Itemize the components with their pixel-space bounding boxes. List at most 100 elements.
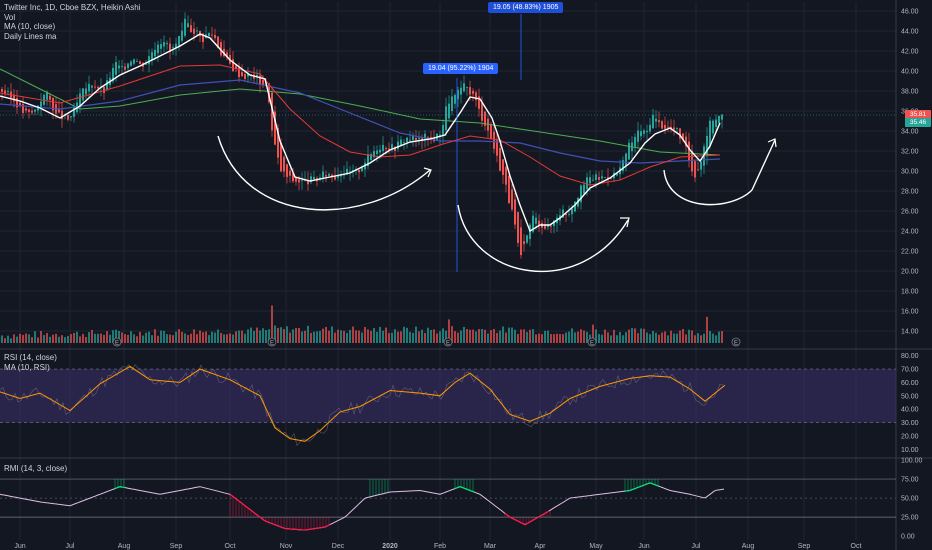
volume-bar — [325, 326, 327, 343]
candle — [412, 136, 414, 140]
volume-bar — [712, 333, 714, 343]
candle — [325, 175, 327, 177]
volume-bar — [562, 334, 564, 343]
volume-bar — [457, 332, 459, 343]
volume-bar — [52, 334, 54, 343]
volume-bar — [673, 333, 675, 343]
volume-bar — [343, 330, 345, 343]
candle — [472, 90, 474, 94]
candle — [589, 177, 591, 184]
time-axis-label: Jun — [638, 543, 649, 550]
volume-bar — [34, 331, 36, 343]
rmi-zone-bar — [289, 517, 291, 529]
price-axis-label: 34.00 — [901, 129, 919, 136]
rmi-zone-bar — [504, 513, 506, 518]
volume-bar — [685, 334, 687, 343]
candle — [202, 33, 204, 43]
candle — [301, 180, 303, 182]
rmi-zone-bar — [244, 505, 246, 518]
volume-bar — [349, 329, 351, 343]
candle — [700, 161, 702, 170]
volume-bar — [352, 326, 354, 343]
measure-callout-2[interactable]: 19.05 (48.83%) 1905 — [488, 2, 564, 13]
volume-bar — [646, 332, 648, 343]
rmi-axis-label: 100.00 — [901, 458, 923, 465]
price-axis-label: 32.00 — [901, 149, 919, 156]
candle — [19, 102, 21, 106]
volume-bar — [406, 327, 408, 343]
rmi-zone-bar — [519, 517, 521, 523]
candle — [40, 101, 42, 109]
volume-bar — [109, 334, 111, 343]
rmi-zone-bar — [123, 479, 125, 488]
volume-bar — [163, 330, 165, 343]
rmi-zone-bar — [630, 479, 632, 491]
rmi-zone-bar — [381, 479, 383, 494]
rmi-zone-bar — [250, 510, 252, 518]
candle — [454, 94, 456, 104]
volume-bar — [475, 331, 477, 343]
rmi-zone-bar — [310, 517, 312, 530]
time-axis-label: Nov — [280, 543, 293, 550]
candle — [667, 126, 669, 128]
candle — [298, 179, 300, 183]
volume-bar — [541, 334, 543, 343]
candle — [523, 241, 525, 245]
volume-bar — [379, 326, 381, 343]
candle — [154, 49, 156, 57]
price-tag-ma: 35.46 — [905, 118, 931, 127]
volume-bar — [46, 333, 48, 343]
rmi-zone-bar — [525, 517, 527, 525]
candle — [238, 67, 240, 78]
ma100-line — [0, 79, 721, 164]
rmi-zone-bar — [648, 479, 650, 484]
volume-bar — [25, 333, 27, 343]
volume-bar — [622, 335, 624, 343]
candle — [121, 66, 123, 67]
candle — [214, 34, 216, 39]
rmi-highlight-line — [504, 510, 550, 526]
candle — [94, 86, 96, 88]
candle — [181, 30, 183, 41]
volume-bar — [346, 332, 348, 343]
time-axis-label: Apr — [535, 543, 547, 550]
volume-bar — [568, 331, 570, 343]
candle — [679, 128, 681, 139]
rmi-line — [0, 482, 725, 531]
volume-bar — [358, 330, 360, 343]
measure-callout-1[interactable]: 19.04 (95.22%) 1904 — [423, 63, 499, 74]
rmi-zone-bar — [114, 479, 116, 489]
candle — [79, 93, 81, 108]
candle — [136, 61, 138, 62]
candle — [346, 168, 348, 175]
candle — [22, 103, 24, 113]
legend-vol: Vol — [4, 12, 16, 22]
volume-bar — [193, 329, 195, 343]
candle — [508, 175, 510, 203]
rmi-zone-bar — [256, 514, 258, 518]
candle — [649, 124, 651, 132]
candle — [457, 89, 459, 100]
volume-bar — [514, 329, 516, 343]
volume-bar — [634, 328, 636, 343]
volume-bar — [370, 330, 372, 343]
volume-bar — [688, 329, 690, 343]
price-axis-label: 44.00 — [901, 29, 919, 36]
cup-arc-drawing — [663, 169, 753, 206]
volume-bar — [274, 325, 276, 343]
rmi-zone-bar — [292, 517, 294, 530]
volume-bar — [424, 333, 426, 343]
candle — [379, 149, 381, 153]
rmi-zone-bar — [387, 479, 389, 493]
volume-bar — [4, 338, 6, 343]
rmi-zone-bar — [531, 517, 533, 521]
rmi-zone-bar — [247, 508, 249, 518]
candle — [1, 89, 3, 92]
volume-bar — [28, 334, 30, 343]
volume-bar — [694, 335, 696, 343]
candle — [130, 61, 132, 66]
volume-bar — [58, 336, 60, 343]
volume-bar — [235, 331, 237, 343]
volume-bar — [655, 332, 657, 343]
